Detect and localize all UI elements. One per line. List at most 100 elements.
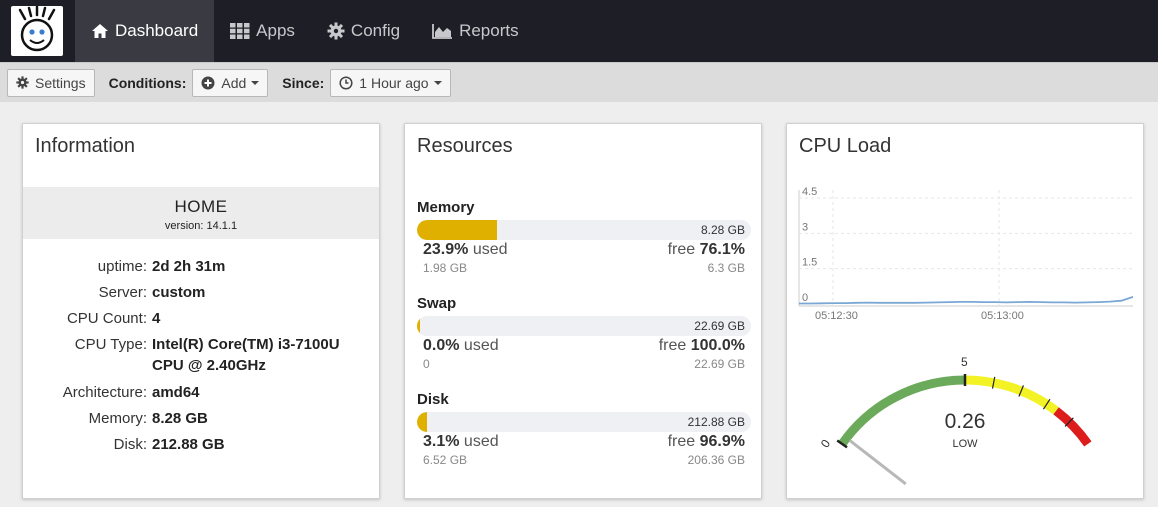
nav-config[interactable]: Config xyxy=(311,0,416,62)
resource-amount-row: 1.98 GB 6.3 GB xyxy=(417,261,751,275)
info-value: custom xyxy=(152,284,206,301)
cpu-load-gauge: 05 xyxy=(818,355,1092,486)
resource-name: Memory xyxy=(417,199,475,216)
resource-used-percent: 23.9% xyxy=(423,241,469,258)
info-key: Architecture: xyxy=(62,384,147,401)
resource-percent-row: 23.9% used free 76.1% xyxy=(417,241,751,261)
gauge-high-zone xyxy=(1053,407,1092,447)
info-value: 8.28 GB xyxy=(152,410,208,427)
resource-free-word: free xyxy=(667,241,700,258)
resource-free-percent: 96.9% xyxy=(699,433,745,450)
x-tick-label: 05:13:00 xyxy=(981,310,1024,322)
resource-name: Disk xyxy=(417,391,449,408)
filter-toolbar: Settings Conditions: Add Since: 1 Hour a… xyxy=(0,62,1158,102)
nav-apps[interactable]: Apps xyxy=(214,0,311,62)
info-value: 2d 2h 31m xyxy=(152,258,226,275)
info-value: 4 xyxy=(152,310,161,327)
nav-dashboard[interactable]: Dashboard xyxy=(75,0,215,62)
resource-percent-row: 0.0% used free 100.0% xyxy=(417,337,751,357)
info-key: CPU Count: xyxy=(66,310,147,327)
resource-total: 22.69 GB xyxy=(694,319,745,333)
x-tick-label: 05:12:30 xyxy=(815,310,858,322)
nav-config-label: Config xyxy=(350,21,401,40)
resource-free-word: free xyxy=(658,337,691,354)
conditions-label: Conditions: xyxy=(108,74,187,91)
resource-total: 212.88 GB xyxy=(687,415,745,429)
info-key: Disk: xyxy=(113,436,147,453)
info-value: amd64 xyxy=(152,384,200,401)
information-title: Information xyxy=(35,135,136,157)
gauge-low-zone xyxy=(838,375,966,447)
info-key: Server: xyxy=(98,284,147,301)
gauge-tick xyxy=(836,439,848,449)
y-tick-label: 1.5 xyxy=(802,257,817,269)
gauge-needle xyxy=(848,439,907,486)
resource-used-amount: 1.98 GB xyxy=(423,261,468,275)
since-value: 1 Hour ago xyxy=(359,74,429,91)
resource-free-word: free xyxy=(667,433,700,450)
settings-button[interactable]: Settings xyxy=(7,68,95,97)
since-dropdown[interactable]: 1 Hour ago xyxy=(330,68,451,97)
y-tick-label: 0 xyxy=(802,292,808,304)
resource-percent-row: 3.1% used free 96.9% xyxy=(417,433,751,453)
info-key: Memory: xyxy=(88,410,147,427)
info-key: CPU Type: xyxy=(74,336,147,353)
resources-panel: Resources Memory 8.28 GB 23.9% used free… xyxy=(404,123,762,499)
resource-total: 8.28 GB xyxy=(700,223,745,237)
resource-used-percent: 0.0% xyxy=(423,337,460,354)
chevron-down-icon xyxy=(251,80,260,85)
host-version: version: 14.1.1 xyxy=(164,220,238,232)
gauge-tick xyxy=(991,376,996,389)
add-condition-label: Add xyxy=(221,74,247,91)
resources-title: Resources xyxy=(417,135,513,157)
nav-reports-label: Reports xyxy=(459,21,519,40)
resource-used-percent: 3.1% xyxy=(423,433,460,450)
nav-reports[interactable]: Reports xyxy=(416,0,535,62)
resource-free-amount: 206.36 GB xyxy=(687,453,745,467)
home-icon xyxy=(92,24,108,38)
gauge-mid-zone xyxy=(964,375,1059,415)
add-condition-dropdown[interactable]: Add xyxy=(192,68,269,97)
resource-free-percent: 76.1% xyxy=(699,241,745,258)
top-navigation: Dashboard Apps Config Reports xyxy=(0,0,1158,62)
resource-used-word: used xyxy=(459,337,499,354)
host-name: HOME xyxy=(174,197,228,216)
gauge-level-label: LOW xyxy=(952,438,978,450)
resource-usage-fill xyxy=(417,412,428,432)
resource-memory: Memory 8.28 GB 23.9% used free 76.1% 1.9… xyxy=(417,199,751,275)
gauge-tick xyxy=(1042,398,1051,410)
nav-dashboard-label: Dashboard xyxy=(115,21,199,40)
cpu-load-series-line xyxy=(799,296,1134,305)
info-value: 212.88 GB xyxy=(152,436,225,453)
resource-used-amount: 0 xyxy=(423,357,430,371)
resource-usage-fill xyxy=(417,220,497,240)
since-label: Since: xyxy=(282,74,325,91)
settings-button-label: Settings xyxy=(35,74,86,91)
host-band: HOME version: 14.1.1 xyxy=(23,187,379,239)
information-panel: Information HOME version: 14.1.1 uptime:… xyxy=(22,123,380,499)
gear-icon xyxy=(16,76,29,89)
y-tick-label: 3 xyxy=(802,221,808,233)
resource-usage-fill xyxy=(417,316,420,336)
gauge-mid-label: 5 xyxy=(961,355,968,369)
resource-usage-bar: 8.28 GB xyxy=(417,220,751,240)
grid-icon xyxy=(230,23,250,39)
resource-free-amount: 22.69 GB xyxy=(694,357,745,371)
resource-amount-row: 6.52 GB 206.36 GB xyxy=(417,453,751,467)
cpu-load-line-chart: 0 1.5 3 4.5 05:12:30 05:13:00 xyxy=(798,186,1134,322)
resource-disk: Disk 212.88 GB 3.1% used free 96.9% 6.52… xyxy=(417,391,751,467)
app-logo[interactable] xyxy=(11,5,63,56)
smiley-logo-icon xyxy=(18,5,56,52)
resource-name: Swap xyxy=(417,295,457,312)
resource-used-word: used xyxy=(459,433,499,450)
info-key: uptime: xyxy=(97,258,147,275)
resource-free-amount: 6.3 GB xyxy=(707,261,745,275)
plus-circle-icon xyxy=(201,76,215,89)
cpu-load-title: CPU Load xyxy=(799,135,892,157)
area-chart-icon xyxy=(432,24,453,39)
gauge-tick xyxy=(1064,417,1074,427)
info-value: Intel(R) Core(TM) i3-7100U CPU @ 2.40GHz xyxy=(152,336,340,374)
resource-free-percent: 100.0% xyxy=(690,337,745,354)
resource-used-word: used xyxy=(468,241,508,258)
resource-amount-row: 0 22.69 GB xyxy=(417,357,751,371)
